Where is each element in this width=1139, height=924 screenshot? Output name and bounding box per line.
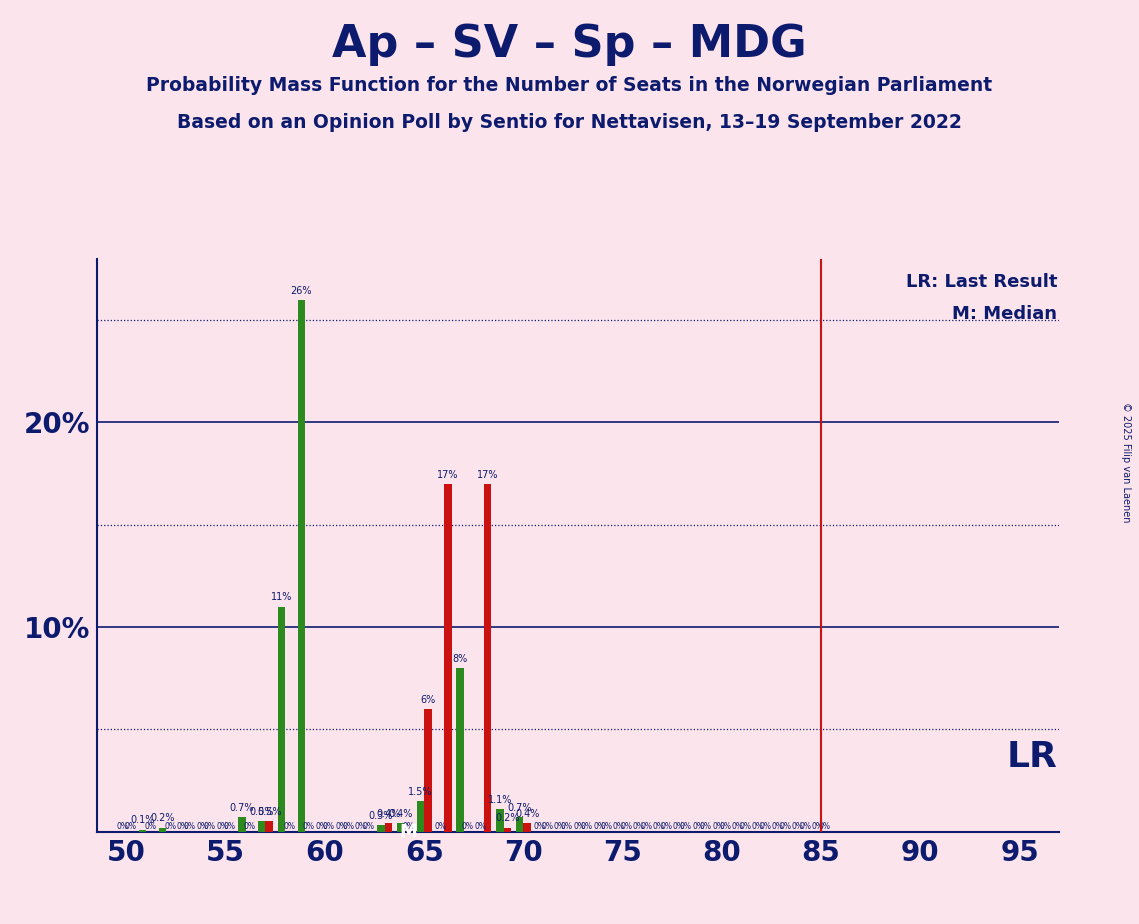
Text: 0%: 0% [720,821,731,831]
Text: 0%: 0% [355,821,367,831]
Text: 0%: 0% [223,821,236,831]
Text: LR: Last Result: LR: Last Result [906,274,1057,291]
Text: 0%: 0% [117,821,129,831]
Text: 0%: 0% [216,821,228,831]
Text: 0.4%: 0.4% [388,809,412,820]
Bar [417,801,424,832]
Text: 0%: 0% [640,821,653,831]
Text: 0%: 0% [680,821,693,831]
Text: 0%: 0% [581,821,592,831]
Text: 0.2%: 0.2% [495,813,519,823]
Text: 0%: 0% [661,821,672,831]
Text: 0%: 0% [573,821,585,831]
Text: 0%: 0% [474,821,486,831]
Text: 0%: 0% [196,821,208,831]
Text: 0%: 0% [554,821,565,831]
Text: 0.2%: 0.2% [150,813,174,823]
Bar [444,484,452,832]
Text: 26%: 26% [290,286,312,296]
Text: 0%: 0% [760,821,771,831]
Text: 0%: 0% [461,821,474,831]
Text: 17%: 17% [477,469,498,480]
Text: 0.4%: 0.4% [515,809,540,820]
Bar [257,821,265,832]
Text: 0%: 0% [164,821,177,831]
Bar [265,821,273,832]
Text: 0%: 0% [621,821,632,831]
Text: 0%: 0% [699,821,712,831]
Text: 0.4%: 0.4% [376,809,401,820]
Text: 0%: 0% [653,821,665,831]
Text: 0%: 0% [560,821,573,831]
Text: 0%: 0% [303,821,316,831]
Text: 0%: 0% [204,821,215,831]
Bar [503,828,511,832]
Text: 0%: 0% [792,821,803,831]
Text: 0%: 0% [739,821,752,831]
Text: 0.7%: 0.7% [508,803,532,813]
Text: 0%: 0% [779,821,792,831]
Bar [396,823,404,832]
Bar [457,668,464,832]
Text: 0%: 0% [316,821,327,831]
Text: 6%: 6% [420,695,435,705]
Text: 0%: 0% [819,821,831,831]
Text: Probability Mass Function for the Number of Seats in the Norwegian Parliament: Probability Mass Function for the Number… [147,76,992,95]
Text: 0%: 0% [434,821,446,831]
Text: 0.5%: 0.5% [257,808,281,817]
Bar [278,606,286,832]
Text: 0.1%: 0.1% [131,816,155,825]
Text: 0%: 0% [633,821,645,831]
Text: 0.3%: 0.3% [369,811,393,821]
Text: 0%: 0% [322,821,335,831]
Text: 0.5%: 0.5% [249,808,274,817]
Text: 1.1%: 1.1% [487,795,513,805]
Text: 0%: 0% [600,821,613,831]
Text: 0%: 0% [402,821,415,831]
Bar [139,830,147,832]
Text: 0.7%: 0.7% [230,803,254,813]
Text: 0%: 0% [145,821,156,831]
Text: © 2025 Filip van Laenen: © 2025 Filip van Laenen [1121,402,1131,522]
Bar [424,709,432,832]
Text: Based on an Opinion Poll by Sentio for Nettavisen, 13–19 September 2022: Based on an Opinion Poll by Sentio for N… [177,113,962,132]
Bar [484,484,491,832]
Text: 0%: 0% [284,821,295,831]
Text: 0%: 0% [811,821,823,831]
Text: 8%: 8% [452,654,468,663]
Text: 0%: 0% [772,821,784,831]
Bar [158,828,166,832]
Text: 0%: 0% [244,821,255,831]
Text: 0%: 0% [672,821,685,831]
Text: Ap – SV – Sp – MDG: Ap – SV – Sp – MDG [333,23,806,67]
Text: 17%: 17% [437,469,459,480]
Text: 1.5%: 1.5% [408,787,433,796]
Text: 0%: 0% [183,821,196,831]
Bar [385,823,392,832]
Text: LR: LR [1007,740,1057,774]
Text: 0%: 0% [177,821,188,831]
Text: 0%: 0% [712,821,724,831]
Text: 0%: 0% [693,821,704,831]
Text: 0%: 0% [613,821,625,831]
Bar [497,809,503,832]
Text: 0%: 0% [593,821,605,831]
Text: M: Median: M: Median [952,305,1057,322]
Text: 0%: 0% [362,821,375,831]
Text: 0%: 0% [343,821,354,831]
Text: 0%: 0% [335,821,347,831]
Text: 0%: 0% [800,821,811,831]
Bar [238,817,246,832]
Bar [524,823,531,832]
Text: 0%: 0% [124,821,137,831]
Text: 11%: 11% [271,592,293,602]
Bar [377,825,385,832]
Text: 0%: 0% [732,821,744,831]
Text: 0%: 0% [541,821,554,831]
Bar [297,299,305,832]
Bar [516,817,524,832]
Text: 0%: 0% [533,821,546,831]
Text: M: M [400,822,417,841]
Text: 0%: 0% [752,821,764,831]
